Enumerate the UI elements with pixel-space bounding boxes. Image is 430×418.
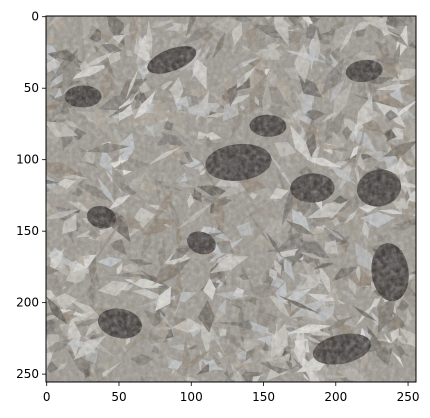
x-tick-label: 50 — [111, 390, 126, 404]
x-tick-label: 250 — [397, 390, 420, 404]
y-tick-label: 0 — [31, 10, 39, 24]
x-axis: 0 50 100 150 200 250 — [43, 382, 420, 404]
y-tick-label: 150 — [16, 224, 39, 238]
image-grain — [46, 16, 416, 382]
y-tick-label: 100 — [16, 153, 39, 167]
image-plot-area — [45, 15, 417, 383]
x-tick-label: 150 — [252, 390, 275, 404]
x-tick-label: 0 — [43, 390, 51, 404]
y-tick-label: 200 — [16, 296, 39, 310]
y-tick-label: 50 — [24, 81, 39, 95]
y-tick-label: 250 — [16, 367, 39, 381]
x-tick-label: 100 — [180, 390, 203, 404]
y-axis: 0 50 100 150 200 250 — [16, 10, 46, 381]
axes-frame — [45, 15, 417, 383]
image-content — [46, 16, 416, 382]
x-tick-label: 200 — [324, 390, 347, 404]
